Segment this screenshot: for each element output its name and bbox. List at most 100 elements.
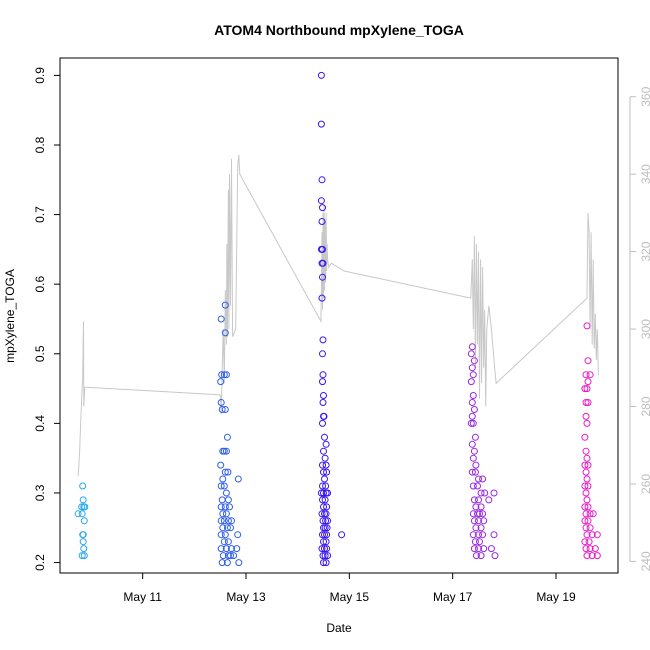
scatter-point xyxy=(319,336,327,344)
scatter-point xyxy=(78,552,86,560)
scatter-point xyxy=(80,552,88,560)
scatter-point xyxy=(586,545,594,553)
scatter-point xyxy=(584,399,592,406)
scatter-point xyxy=(320,412,327,420)
scatter-point xyxy=(582,510,590,518)
scatter-point xyxy=(470,545,478,553)
scatter-point xyxy=(319,350,326,358)
y-tick-label: 0.7 xyxy=(33,206,47,223)
scatter-point xyxy=(323,524,331,532)
scatter-point xyxy=(581,538,589,546)
scatter-point xyxy=(227,552,234,560)
scatter-point xyxy=(481,489,489,497)
scatter-point xyxy=(321,552,329,560)
scatter-point xyxy=(217,482,225,490)
scatter-point xyxy=(218,371,226,379)
scatter-point xyxy=(475,545,482,553)
scatter-point xyxy=(583,496,591,504)
scatter-point xyxy=(477,524,485,532)
x-tick-label: May 11 xyxy=(123,590,162,604)
scatter-point xyxy=(582,399,590,406)
scatter-point xyxy=(320,447,327,455)
scatter-point xyxy=(319,419,326,427)
scatter-point xyxy=(323,545,331,553)
scatter-point xyxy=(319,245,326,253)
scatter-point xyxy=(317,197,325,205)
scatter-point xyxy=(468,440,476,448)
scatter-point xyxy=(583,454,591,462)
y-tick-label: 0.2 xyxy=(33,554,47,571)
y-tick-label: 0.9 xyxy=(33,67,47,84)
scatter-point xyxy=(222,371,230,379)
scatter-point xyxy=(321,475,328,483)
scatter-point xyxy=(468,399,476,406)
scatter-point xyxy=(485,496,493,504)
scatter-point xyxy=(583,322,591,330)
scatter-point xyxy=(581,433,589,441)
scatter-point xyxy=(475,517,482,525)
scatter-point xyxy=(321,454,329,462)
scatter-point xyxy=(467,419,475,427)
scatter-point xyxy=(582,524,590,532)
scatter-point xyxy=(318,176,326,184)
scatter-point xyxy=(472,552,480,560)
scatter-point xyxy=(470,406,478,413)
y2-tick-label: 360 xyxy=(639,86,650,106)
scatter-point xyxy=(469,531,477,539)
scatter-point xyxy=(81,503,89,511)
scatter-point xyxy=(230,552,238,560)
scatter-point xyxy=(319,259,327,267)
scatter-point xyxy=(80,545,88,553)
scatter-point xyxy=(475,531,482,539)
secondary-series-line xyxy=(77,154,599,477)
scatter-point xyxy=(321,524,329,532)
scatter-point xyxy=(468,343,476,351)
scatter-point xyxy=(583,385,591,393)
scatter-point xyxy=(479,510,487,518)
y-axis-right: 240 260 280 300 320 340 360 xyxy=(629,86,650,571)
scatter-point xyxy=(469,454,477,462)
scatter-point xyxy=(491,552,499,560)
scatter-point xyxy=(323,468,331,476)
scatter-point xyxy=(228,517,235,525)
scatter-point xyxy=(480,545,488,553)
scatter-point xyxy=(581,385,589,393)
scatter-point xyxy=(226,503,233,511)
scatter-point xyxy=(475,496,482,504)
scatter-point xyxy=(217,315,225,323)
scatter-point xyxy=(221,503,229,511)
scatter-point xyxy=(80,517,88,525)
scatter-point xyxy=(217,545,225,553)
y2-tick-label: 320 xyxy=(639,241,650,261)
scatter-point xyxy=(319,204,326,212)
scatter-point xyxy=(317,120,325,128)
scatter-point xyxy=(322,510,330,518)
scatter-point xyxy=(318,218,326,225)
x-tick-label: May 19 xyxy=(536,590,576,604)
scatter-point xyxy=(74,510,82,518)
scatter-point xyxy=(79,538,87,546)
scatter-point xyxy=(468,468,476,476)
scatter-point xyxy=(586,371,594,379)
scatter-point xyxy=(78,503,86,511)
secondary-line-layer xyxy=(77,154,599,477)
scatter-point xyxy=(322,538,330,546)
scatter-point xyxy=(583,419,591,427)
scatter-point xyxy=(320,489,327,497)
scatter-point xyxy=(320,468,327,476)
scatter-point xyxy=(470,496,478,504)
scatter-point xyxy=(78,510,86,518)
y-tick-label: 0.8 xyxy=(33,136,47,153)
scatter-point xyxy=(219,524,227,532)
scatter-point xyxy=(319,371,327,379)
scatter-point xyxy=(224,468,232,476)
x-tick-label: May 15 xyxy=(330,590,370,604)
scatter-point xyxy=(319,378,326,386)
scatter-point xyxy=(469,392,477,399)
scatter-point xyxy=(582,447,590,455)
scatter-point xyxy=(317,71,325,79)
scatter-point xyxy=(584,378,592,386)
scatter-point xyxy=(234,531,242,539)
scatter-point xyxy=(588,531,596,539)
scatter-point xyxy=(583,475,591,483)
